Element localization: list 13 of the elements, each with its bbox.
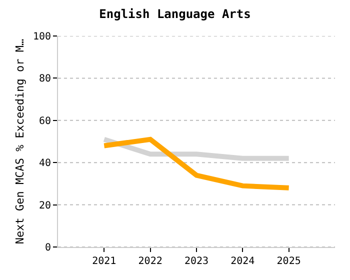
y-tick-label: 60 (38, 116, 51, 127)
chart-title: English Language Arts (99, 7, 251, 22)
x-tick-label: 2023 (184, 256, 209, 267)
y-tick-label: 0 (44, 242, 51, 254)
x-tick-label: 2024 (230, 256, 255, 267)
x-tick-label: 2021 (92, 256, 116, 267)
y-tick-label: 100 (32, 32, 51, 42)
y-axis-title: Next Gen MCAS % Exceeding or M… (14, 38, 27, 244)
x-tick-label: 2022 (138, 256, 162, 267)
y-tick-label: 40 (38, 158, 51, 170)
y-tick-label: 20 (38, 200, 51, 212)
x-tick-label: 2025 (276, 256, 301, 267)
y-tick-label: 80 (38, 74, 51, 85)
